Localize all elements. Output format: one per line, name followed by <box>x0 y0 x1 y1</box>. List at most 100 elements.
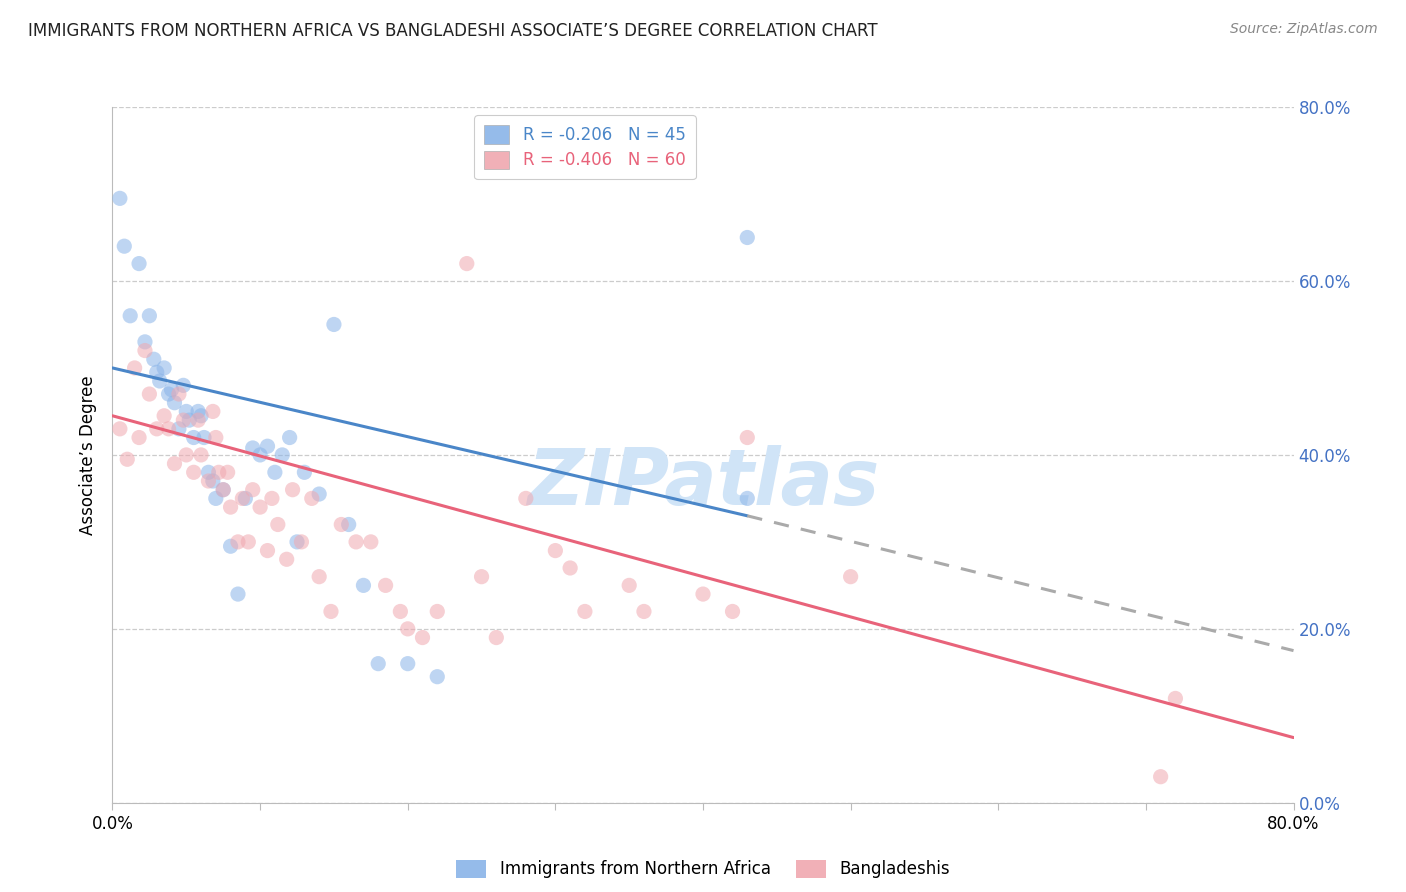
Point <box>146 365 169 379</box>
Point <box>249 448 271 462</box>
Point <box>737 230 759 244</box>
Point <box>108 422 131 436</box>
Point <box>249 500 271 514</box>
Point <box>134 334 156 349</box>
Point <box>157 387 180 401</box>
Point <box>426 670 449 684</box>
Point <box>292 466 315 480</box>
Point <box>108 191 131 205</box>
Point <box>374 578 396 592</box>
Point <box>308 570 330 584</box>
Point <box>470 570 494 584</box>
Text: IMMIGRANTS FROM NORTHERN AFRICA VS BANGLADESHI ASSOCIATE’S DEGREE CORRELATION CH: IMMIGRANTS FROM NORTHERN AFRICA VS BANGL… <box>28 22 877 40</box>
Point <box>208 466 231 480</box>
Point <box>117 452 138 467</box>
Point <box>256 439 278 453</box>
Point <box>167 422 190 436</box>
Point <box>633 605 655 619</box>
Point <box>242 483 264 497</box>
Point <box>167 387 190 401</box>
Point <box>146 422 169 436</box>
Point <box>197 466 219 480</box>
Point <box>721 605 744 619</box>
Point <box>737 491 759 506</box>
Point <box>278 431 301 445</box>
Point <box>163 396 186 410</box>
Point <box>157 422 180 436</box>
Point <box>544 543 567 558</box>
Point <box>174 448 197 462</box>
Point <box>193 431 215 445</box>
Point <box>352 578 374 592</box>
Text: ZIPatlas: ZIPatlas <box>527 445 879 521</box>
Point <box>256 543 278 558</box>
Point <box>226 587 249 601</box>
Point <box>323 318 346 332</box>
Point <box>172 378 194 392</box>
Point <box>367 657 389 671</box>
Y-axis label: Associate’s Degree: Associate’s Degree <box>79 376 97 534</box>
Point <box>1164 691 1187 706</box>
Text: Source: ZipAtlas.com: Source: ZipAtlas.com <box>1230 22 1378 37</box>
Point <box>205 491 228 506</box>
Point <box>389 605 412 619</box>
Point <box>264 466 287 480</box>
Point <box>190 409 212 423</box>
Point <box>197 474 219 488</box>
Point <box>619 578 641 592</box>
Point <box>134 343 156 358</box>
Point <box>515 491 537 506</box>
Point <box>120 309 142 323</box>
Point <box>396 657 419 671</box>
Point <box>411 631 433 645</box>
Point <box>301 491 323 506</box>
Point <box>1150 770 1173 784</box>
Point <box>692 587 714 601</box>
Point <box>219 539 242 553</box>
Point <box>285 534 308 549</box>
Point <box>201 404 224 418</box>
Point <box>485 631 508 645</box>
Point <box>233 491 256 506</box>
Point <box>187 413 209 427</box>
Point <box>456 256 478 270</box>
Point <box>138 309 160 323</box>
Point <box>344 534 367 549</box>
Point <box>187 404 209 418</box>
Point <box>201 474 224 488</box>
Point <box>558 561 582 575</box>
Point <box>737 431 759 445</box>
Point <box>205 431 228 445</box>
Point <box>337 517 360 532</box>
Point <box>212 483 235 497</box>
Point <box>138 387 160 401</box>
Point <box>281 483 304 497</box>
Point <box>128 431 150 445</box>
Point <box>242 441 264 455</box>
Point <box>153 360 176 375</box>
Point <box>330 517 353 532</box>
Point <box>179 413 201 427</box>
Point <box>574 605 596 619</box>
Point <box>396 622 419 636</box>
Point <box>124 360 146 375</box>
Point <box>231 491 253 506</box>
Point <box>149 374 172 388</box>
Point <box>142 352 165 367</box>
Point <box>212 483 235 497</box>
Point <box>360 534 382 549</box>
Point <box>219 500 242 514</box>
Point <box>271 448 294 462</box>
Point <box>183 466 205 480</box>
Point <box>260 491 283 506</box>
Point <box>183 431 205 445</box>
Point <box>153 409 176 423</box>
Point <box>839 570 862 584</box>
Point <box>238 534 260 549</box>
Point <box>172 413 194 427</box>
Point <box>217 466 239 480</box>
Point <box>267 517 290 532</box>
Point <box>319 605 342 619</box>
Point <box>308 487 330 501</box>
Point <box>426 605 449 619</box>
